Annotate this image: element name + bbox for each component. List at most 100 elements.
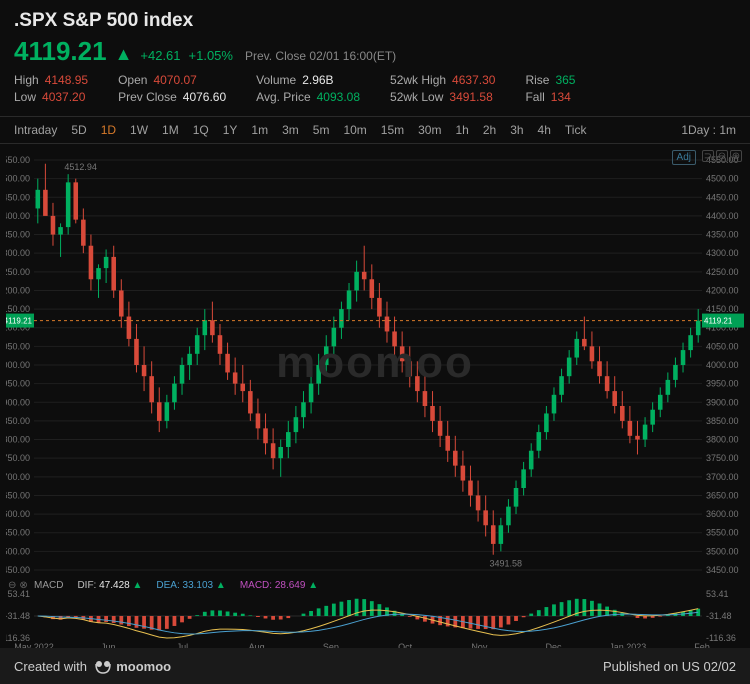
prev-close-label: Prev Close	[118, 90, 177, 104]
chart-tool-icons: ⊃ ⊖ ⊕	[702, 150, 742, 162]
svg-text:3700.00: 3700.00	[6, 472, 30, 482]
svg-text:3900.00: 3900.00	[706, 397, 739, 407]
prev-close-text: Prev. Close 02/01 16:00(ET)	[245, 49, 396, 63]
timeframe-1Y[interactable]: 1Y	[223, 123, 238, 137]
timeframe-4h[interactable]: 4h	[538, 123, 551, 137]
svg-text:3650.00: 3650.00	[6, 490, 30, 500]
footer: Created with moomoo Published on US 02/0…	[0, 648, 750, 684]
low-label: Low	[14, 90, 36, 104]
svg-text:4000.00: 4000.00	[6, 360, 30, 370]
timeframe-30m[interactable]: 30m	[418, 123, 441, 137]
timeframe-5D[interactable]: 5D	[71, 123, 86, 137]
timeframe-10m[interactable]: 10m	[343, 123, 366, 137]
svg-text:3650.00: 3650.00	[706, 490, 739, 500]
timeframe-1M[interactable]: 1M	[162, 123, 179, 137]
svg-text:4500.00: 4500.00	[706, 174, 739, 184]
macd-legend: MACD DIF: 47.428 ▲ DEA: 33.103 ▲ MACD: 2…	[34, 580, 318, 591]
symbol-title: .SPX S&P 500 index	[14, 10, 736, 32]
timeframe-bar: Intraday 5D 1D 1W 1M 1Q 1Y 1m 3m 5m 10m 15m 30m 1h 2h 3…	[0, 117, 750, 144]
adj-button[interactable]: Adj	[672, 150, 696, 165]
timeframe-1Q[interactable]: 1Q	[193, 123, 209, 137]
svg-text:4200.00: 4200.00	[6, 285, 30, 295]
svg-text:4300.00: 4300.00	[706, 248, 739, 258]
svg-text:3450.00: 3450.00	[706, 565, 739, 575]
wk52-high-value: 4637.30	[452, 73, 495, 87]
open-value: 4070.07	[153, 73, 196, 87]
moomoo-logo: moomoo	[94, 657, 171, 675]
svg-text:3800.00: 3800.00	[706, 435, 739, 445]
svg-text:4450.00: 4450.00	[706, 192, 739, 202]
svg-text:4350.00: 4350.00	[706, 230, 739, 240]
timeframe-1m[interactable]: 1m	[251, 123, 268, 137]
macd-panel[interactable]: ⊖ ⊗ MACD DIF: 47.428 ▲ DEA: 33.103 ▲ MAC…	[6, 580, 744, 652]
svg-text:3600.00: 3600.00	[706, 509, 739, 519]
rise-label: Rise	[525, 73, 549, 87]
app-container: .SPX S&P 500 index 4119.21 ▲ +42.61 +1.0…	[0, 0, 750, 684]
svg-text:-116.36: -116.36	[706, 633, 736, 643]
published-text: Published on US 02/02	[603, 659, 736, 674]
svg-text:4500.00: 4500.00	[6, 174, 30, 184]
svg-text:4050.00: 4050.00	[706, 341, 739, 351]
tool-icon[interactable]: ⊕	[730, 150, 742, 162]
svg-text:4400.00: 4400.00	[6, 211, 30, 221]
volume-label: Volume	[256, 73, 296, 87]
fall-label: Fall	[525, 90, 544, 104]
svg-text:3850.00: 3850.00	[706, 416, 739, 426]
last-price: 4119.21	[14, 36, 107, 67]
timeframe-Intraday[interactable]: Intraday	[14, 123, 57, 137]
price-change: +42.61	[140, 48, 180, 63]
svg-text:4250.00: 4250.00	[706, 267, 739, 277]
svg-text:4050.00: 4050.00	[6, 341, 30, 351]
timeframe-5m[interactable]: 5m	[313, 123, 330, 137]
wk52-low-value: 3491.58	[449, 90, 492, 104]
svg-text:3850.00: 3850.00	[6, 416, 30, 426]
svg-text:3750.00: 3750.00	[706, 453, 739, 463]
stats-row: High4148.95 Low4037.20 Open4070.07 Prev …	[14, 73, 736, 104]
svg-text:-31.48: -31.48	[6, 611, 30, 621]
timeframe-1h[interactable]: 1h	[455, 123, 468, 137]
svg-text:3491.58: 3491.58	[489, 559, 522, 569]
close-icon[interactable]: ⊗	[19, 580, 27, 591]
svg-text:4000.00: 4000.00	[706, 360, 739, 370]
wk52-low-label: 52wk Low	[390, 90, 443, 104]
svg-text:4400.00: 4400.00	[706, 211, 739, 221]
svg-text:3700.00: 3700.00	[706, 472, 739, 482]
svg-text:3950.00: 3950.00	[6, 379, 30, 389]
collapse-icon[interactable]: ⊖	[8, 580, 16, 591]
price-pct: +1.05%	[189, 48, 233, 63]
svg-text:3450.00: 3450.00	[6, 565, 30, 575]
tool-icon[interactable]: ⊖	[716, 150, 728, 162]
wk52-high-label: 52wk High	[390, 73, 446, 87]
svg-text:3500.00: 3500.00	[706, 546, 739, 556]
fall-value: 134	[551, 90, 571, 104]
timeframe-2h[interactable]: 2h	[483, 123, 496, 137]
price-row: 4119.21 ▲ +42.61 +1.05% Prev. Close 02/0…	[14, 36, 736, 67]
svg-text:3950.00: 3950.00	[706, 379, 739, 389]
svg-text:3800.00: 3800.00	[6, 435, 30, 445]
avg-price-value: 4093.08	[317, 90, 360, 104]
svg-text:4150.00: 4150.00	[706, 304, 739, 314]
timeframe-3h[interactable]: 3h	[510, 123, 523, 137]
arrow-up-icon: ▲	[115, 44, 133, 65]
timeframe-1D[interactable]: 1D	[101, 123, 116, 137]
svg-text:4119.21: 4119.21	[704, 317, 733, 326]
timeframe-15m[interactable]: 15m	[381, 123, 404, 137]
macd-val-legend: MACD: 28.649 ▲	[240, 580, 318, 591]
timeframe-1W[interactable]: 1W	[130, 123, 148, 137]
svg-text:4250.00: 4250.00	[6, 267, 30, 277]
created-with-text: Created with	[14, 659, 87, 674]
svg-text:-31.48: -31.48	[706, 611, 732, 621]
candlestick-svg: 3450.003450.003500.003500.003550.003550.…	[6, 148, 744, 578]
dif-legend: DIF: 47.428 ▲	[77, 580, 142, 591]
svg-text:3500.00: 3500.00	[6, 546, 30, 556]
moomoo-icon	[94, 657, 112, 675]
svg-text:53.41: 53.41	[706, 589, 729, 599]
volume-value: 2.96B	[302, 73, 333, 87]
timeframe-Tick[interactable]: Tick	[565, 123, 587, 137]
tool-icon[interactable]: ⊃	[702, 150, 714, 162]
price-chart[interactable]: Adj ⊃ ⊖ ⊕ moomoo 3450.003450.003500.0035…	[6, 148, 744, 578]
svg-text:4450.00: 4450.00	[6, 192, 30, 202]
timeframe-3m[interactable]: 3m	[282, 123, 299, 137]
svg-text:4350.00: 4350.00	[6, 230, 30, 240]
high-label: High	[14, 73, 39, 87]
